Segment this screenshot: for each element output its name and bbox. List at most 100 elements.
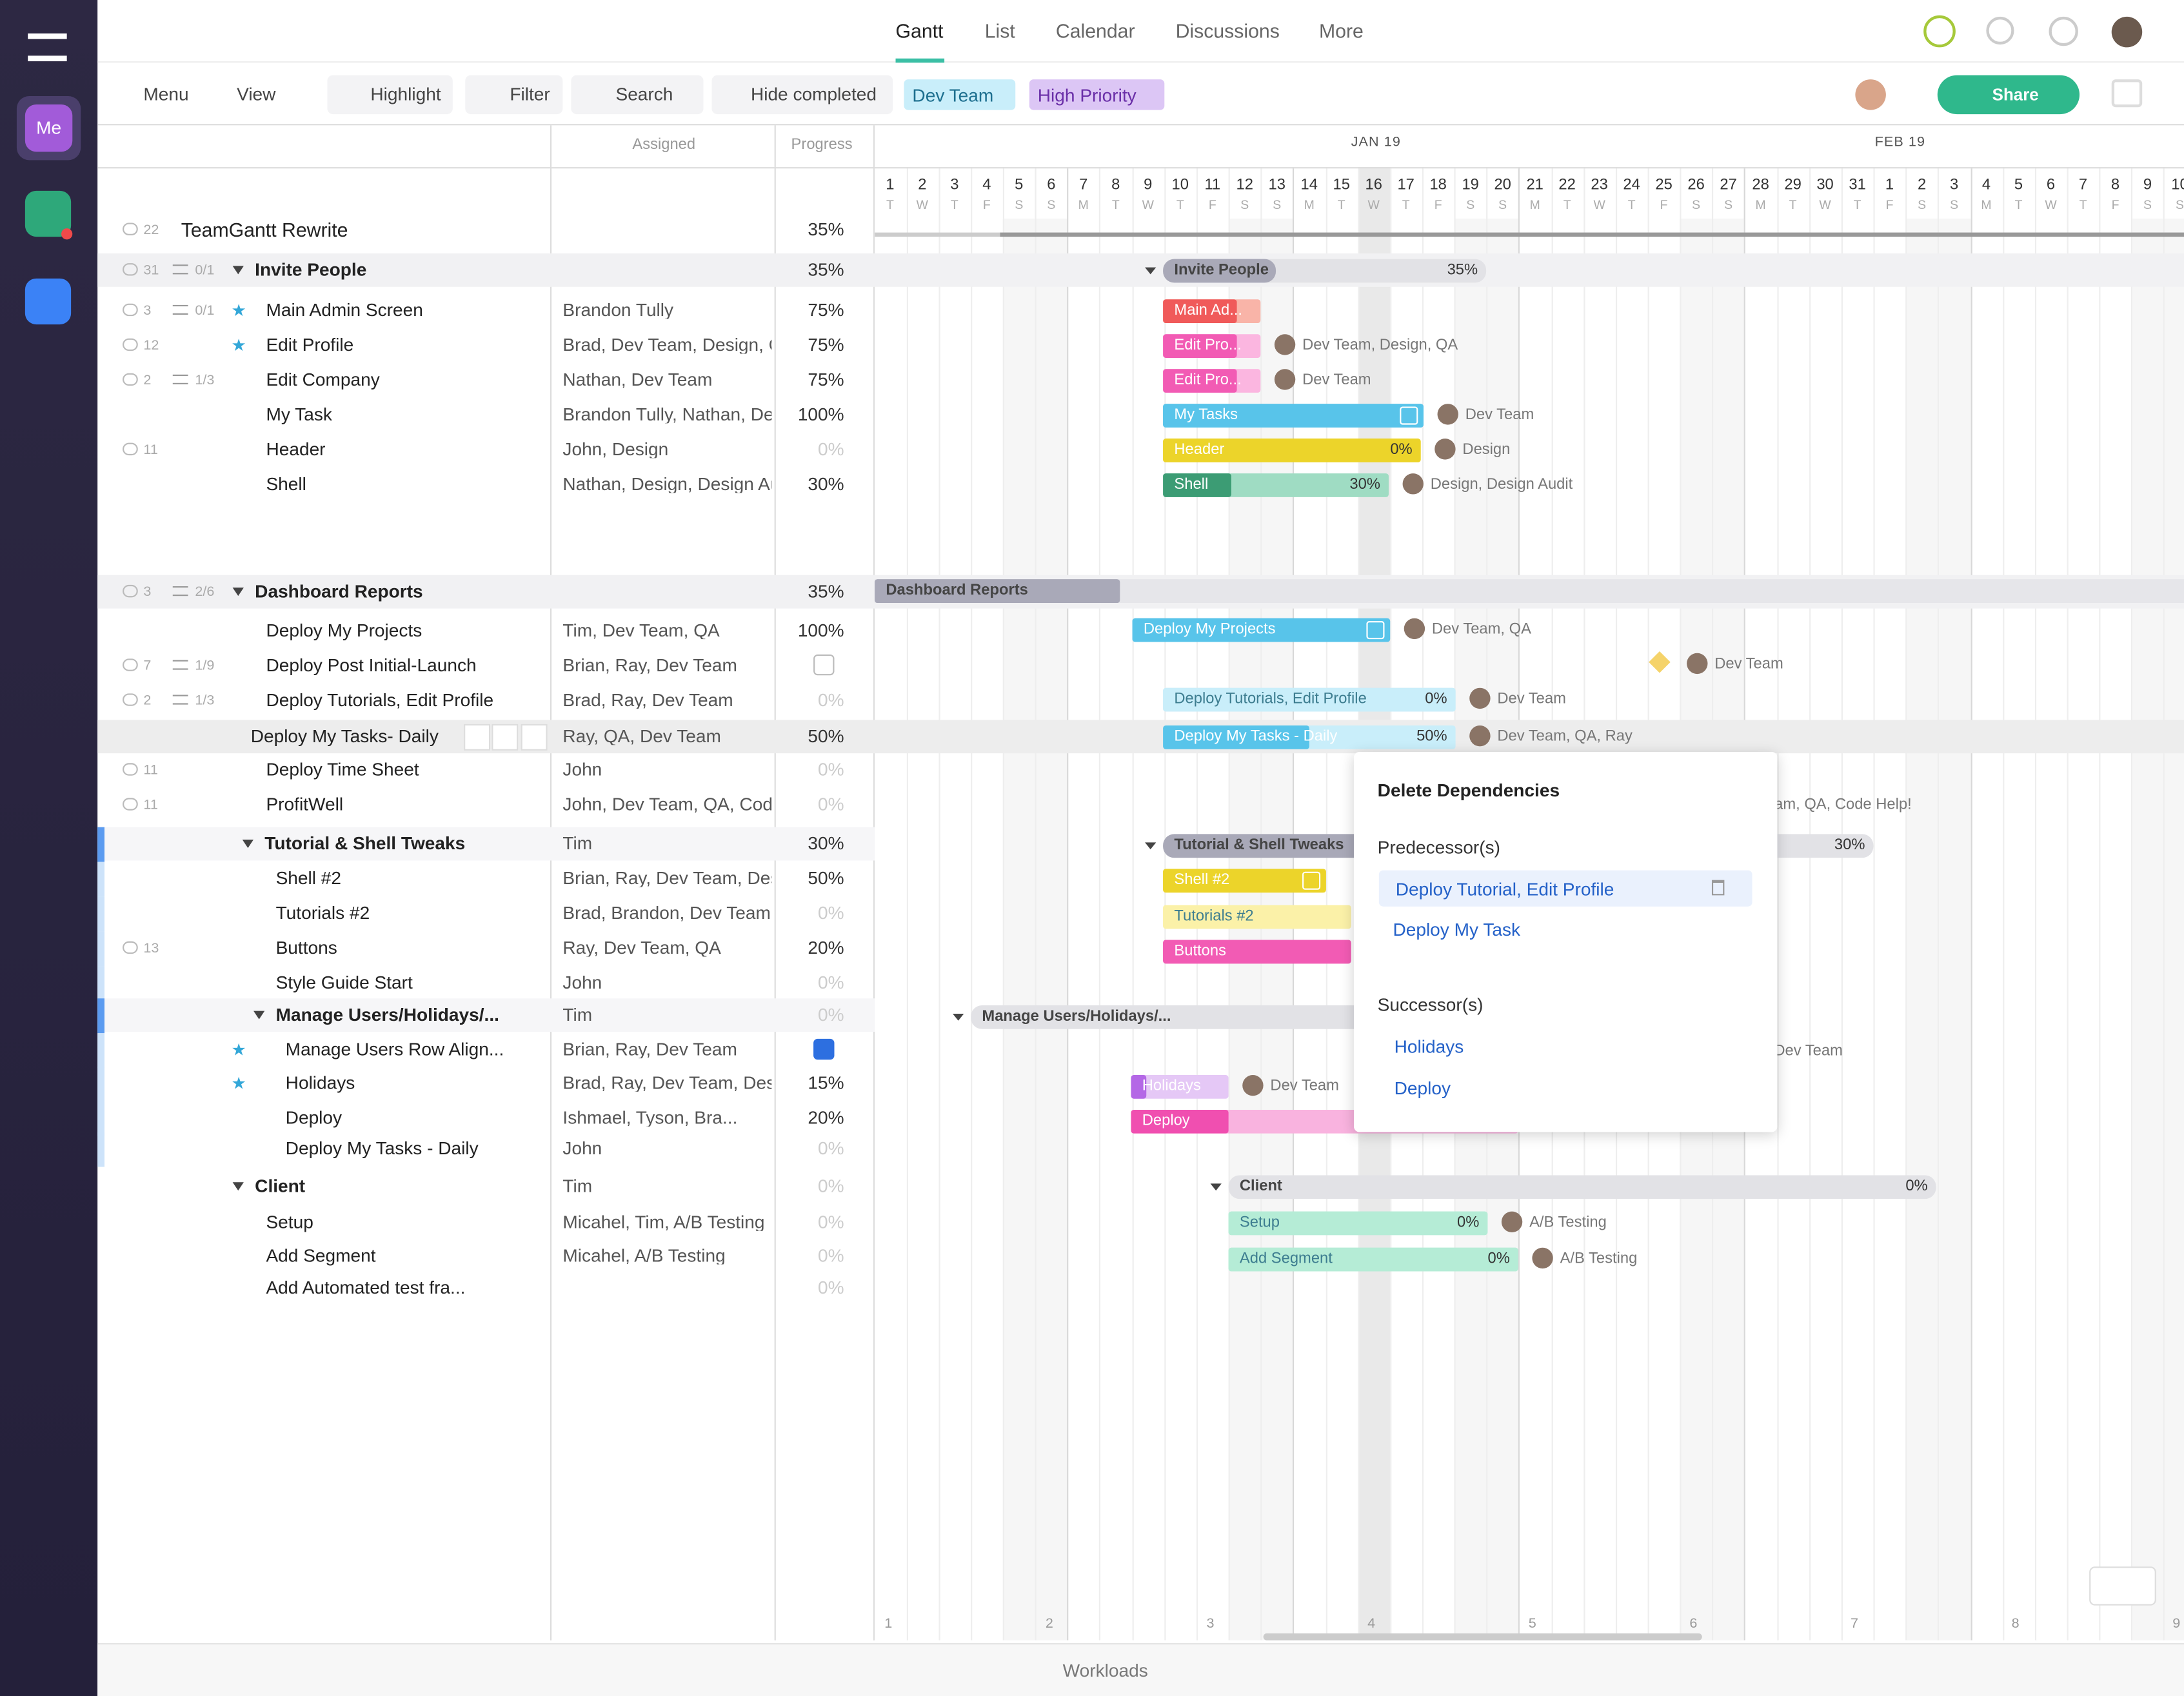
- footer: [97, 1642, 2184, 1696]
- progress: 0%: [818, 689, 844, 711]
- weekday: F: [982, 197, 991, 212]
- task-name[interactable]: Shell #2: [275, 867, 342, 889]
- nav-tab[interactable]: List: [984, 19, 1015, 42]
- bar-percent: 30%: [1349, 476, 1381, 493]
- menu-button[interactable]: Menu: [143, 83, 189, 104]
- task-name[interactable]: Add Automated test fra...: [266, 1277, 466, 1298]
- row-action[interactable]: [521, 724, 548, 751]
- task-name[interactable]: Manage Users Row Align...: [285, 1038, 504, 1060]
- filter-tag[interactable]: Dev Team: [912, 84, 994, 106]
- share-button[interactable]: Share: [1937, 75, 2080, 115]
- nav-tab[interactable]: Calendar: [1055, 19, 1135, 42]
- collapse-arrow[interactable]: [253, 1011, 265, 1020]
- weekday: T: [1789, 197, 1797, 212]
- task-name[interactable]: Edit Profile: [266, 334, 354, 355]
- delete-icon[interactable]: [1711, 880, 1725, 896]
- task-name[interactable]: Deploy Time Sheet: [266, 758, 419, 780]
- clock-icon[interactable]: [1923, 15, 1956, 48]
- task-name[interactable]: Deploy My Tasks- Daily: [250, 725, 439, 747]
- week-number: 9: [2172, 1616, 2181, 1632]
- task-name[interactable]: Deploy My Tasks - Daily: [285, 1138, 479, 1159]
- task-name[interactable]: Shell: [266, 473, 306, 495]
- day-number: 18: [1429, 177, 1447, 194]
- day-number: 17: [1397, 177, 1415, 194]
- collapse-arrow[interactable]: [1145, 267, 1157, 275]
- successor[interactable]: Holidays: [1394, 1036, 1464, 1057]
- collapse-arrow[interactable]: [1210, 1183, 1222, 1191]
- user-avatar[interactable]: [1855, 79, 1886, 110]
- popup-section: Successor(s): [1377, 994, 1484, 1016]
- collapse-arrow[interactable]: [953, 1013, 964, 1021]
- nav-tab[interactable]: Gantt: [895, 19, 944, 42]
- predecessor[interactable]: Deploy My Task: [1393, 919, 1521, 940]
- bar-label: Deploy Tutorials, Edit Profile: [1174, 692, 1367, 707]
- progress-checkbox[interactable]: [813, 654, 835, 676]
- task-name[interactable]: Style Guide Start: [275, 972, 413, 993]
- reports-button[interactable]: [25, 278, 72, 325]
- task-name[interactable]: Main Admin Screen: [266, 299, 423, 320]
- present-icon[interactable]: [2111, 79, 2143, 108]
- assigned: Brandon Tully: [562, 301, 674, 319]
- search-icon[interactable]: [1986, 16, 2014, 45]
- nav-tab[interactable]: Discussions: [1175, 19, 1280, 42]
- task-name[interactable]: Deploy My Projects: [266, 619, 422, 641]
- weekday: M: [1755, 197, 1766, 212]
- task-name[interactable]: Tutorial & Shell Tweaks: [264, 833, 466, 854]
- bar-label: Manage Users/Holidays/...: [982, 1009, 1171, 1025]
- collapse-arrow[interactable]: [242, 840, 254, 849]
- bar-label: Deploy My Tasks - Daily: [1174, 729, 1338, 745]
- task-name[interactable]: Edit Company: [266, 369, 380, 390]
- task-name[interactable]: ProfitWell: [266, 793, 344, 815]
- workloads-toggle[interactable]: Workloads: [1062, 1659, 1148, 1681]
- predecessor[interactable]: Deploy Tutorial, Edit Profile: [1395, 878, 1614, 900]
- weekday: T: [2079, 197, 2087, 212]
- task-name[interactable]: Deploy Post Initial-Launch: [266, 654, 477, 676]
- hide-completed[interactable]: Hide completed: [750, 83, 877, 104]
- task-name[interactable]: Dashboard Reports: [255, 580, 423, 602]
- view-button[interactable]: View: [237, 83, 276, 104]
- zoom-control[interactable]: [2089, 1566, 2156, 1606]
- checklist-count: 0/1: [195, 263, 215, 279]
- filter-button[interactable]: Filter: [510, 83, 550, 104]
- avatar[interactable]: [2111, 16, 2143, 48]
- task-name[interactable]: Deploy: [285, 1107, 342, 1129]
- row-action[interactable]: [464, 724, 491, 751]
- bar-check: [1400, 406, 1418, 425]
- progress-checkbox[interactable]: [813, 1038, 835, 1060]
- row-action[interactable]: [491, 724, 519, 751]
- task-name[interactable]: My Task: [266, 404, 332, 425]
- task-name[interactable]: Holidays: [285, 1072, 355, 1094]
- avatar: [1501, 1211, 1523, 1232]
- weekday: S: [1466, 197, 1475, 212]
- collapse-arrow[interactable]: [232, 587, 244, 597]
- collapse-arrow[interactable]: [232, 1182, 244, 1191]
- help-icon[interactable]: [2049, 16, 2078, 46]
- task-name[interactable]: Add Segment: [266, 1245, 376, 1266]
- bar-progress: [1163, 905, 1351, 929]
- bar-progress: [1163, 869, 1326, 893]
- task-name[interactable]: Client: [255, 1175, 306, 1196]
- successor[interactable]: Deploy: [1394, 1078, 1451, 1099]
- bar-progress: [1163, 334, 1236, 358]
- task-name[interactable]: Tutorials #2: [275, 902, 370, 923]
- task-name[interactable]: Manage Users/Holidays/...: [275, 1003, 499, 1025]
- task-name[interactable]: Invite People: [255, 259, 367, 281]
- collapse-arrow[interactable]: [1145, 842, 1157, 850]
- task-name[interactable]: Deploy Tutorials, Edit Profile: [266, 689, 494, 711]
- search-button[interactable]: Search: [615, 83, 673, 104]
- task-name[interactable]: Setup: [266, 1211, 313, 1232]
- filter-tag[interactable]: High Priority: [1037, 84, 1137, 106]
- bar-check: [1366, 621, 1385, 640]
- collapse-arrow[interactable]: [232, 266, 244, 275]
- progress: 50%: [808, 725, 844, 747]
- day-number: 20: [1494, 177, 1511, 194]
- day-number: 1: [886, 177, 895, 194]
- highlight-button[interactable]: Highlight: [370, 83, 441, 104]
- task-name[interactable]: Header: [266, 439, 326, 460]
- task-name[interactable]: TeamGantt Rewrite: [181, 219, 348, 241]
- nav-tab[interactable]: More: [1318, 19, 1364, 42]
- day-number: 16: [1365, 177, 1382, 194]
- progress: 30%: [808, 833, 844, 854]
- task-name[interactable]: Buttons: [275, 937, 337, 958]
- week-number: 1: [884, 1616, 893, 1632]
